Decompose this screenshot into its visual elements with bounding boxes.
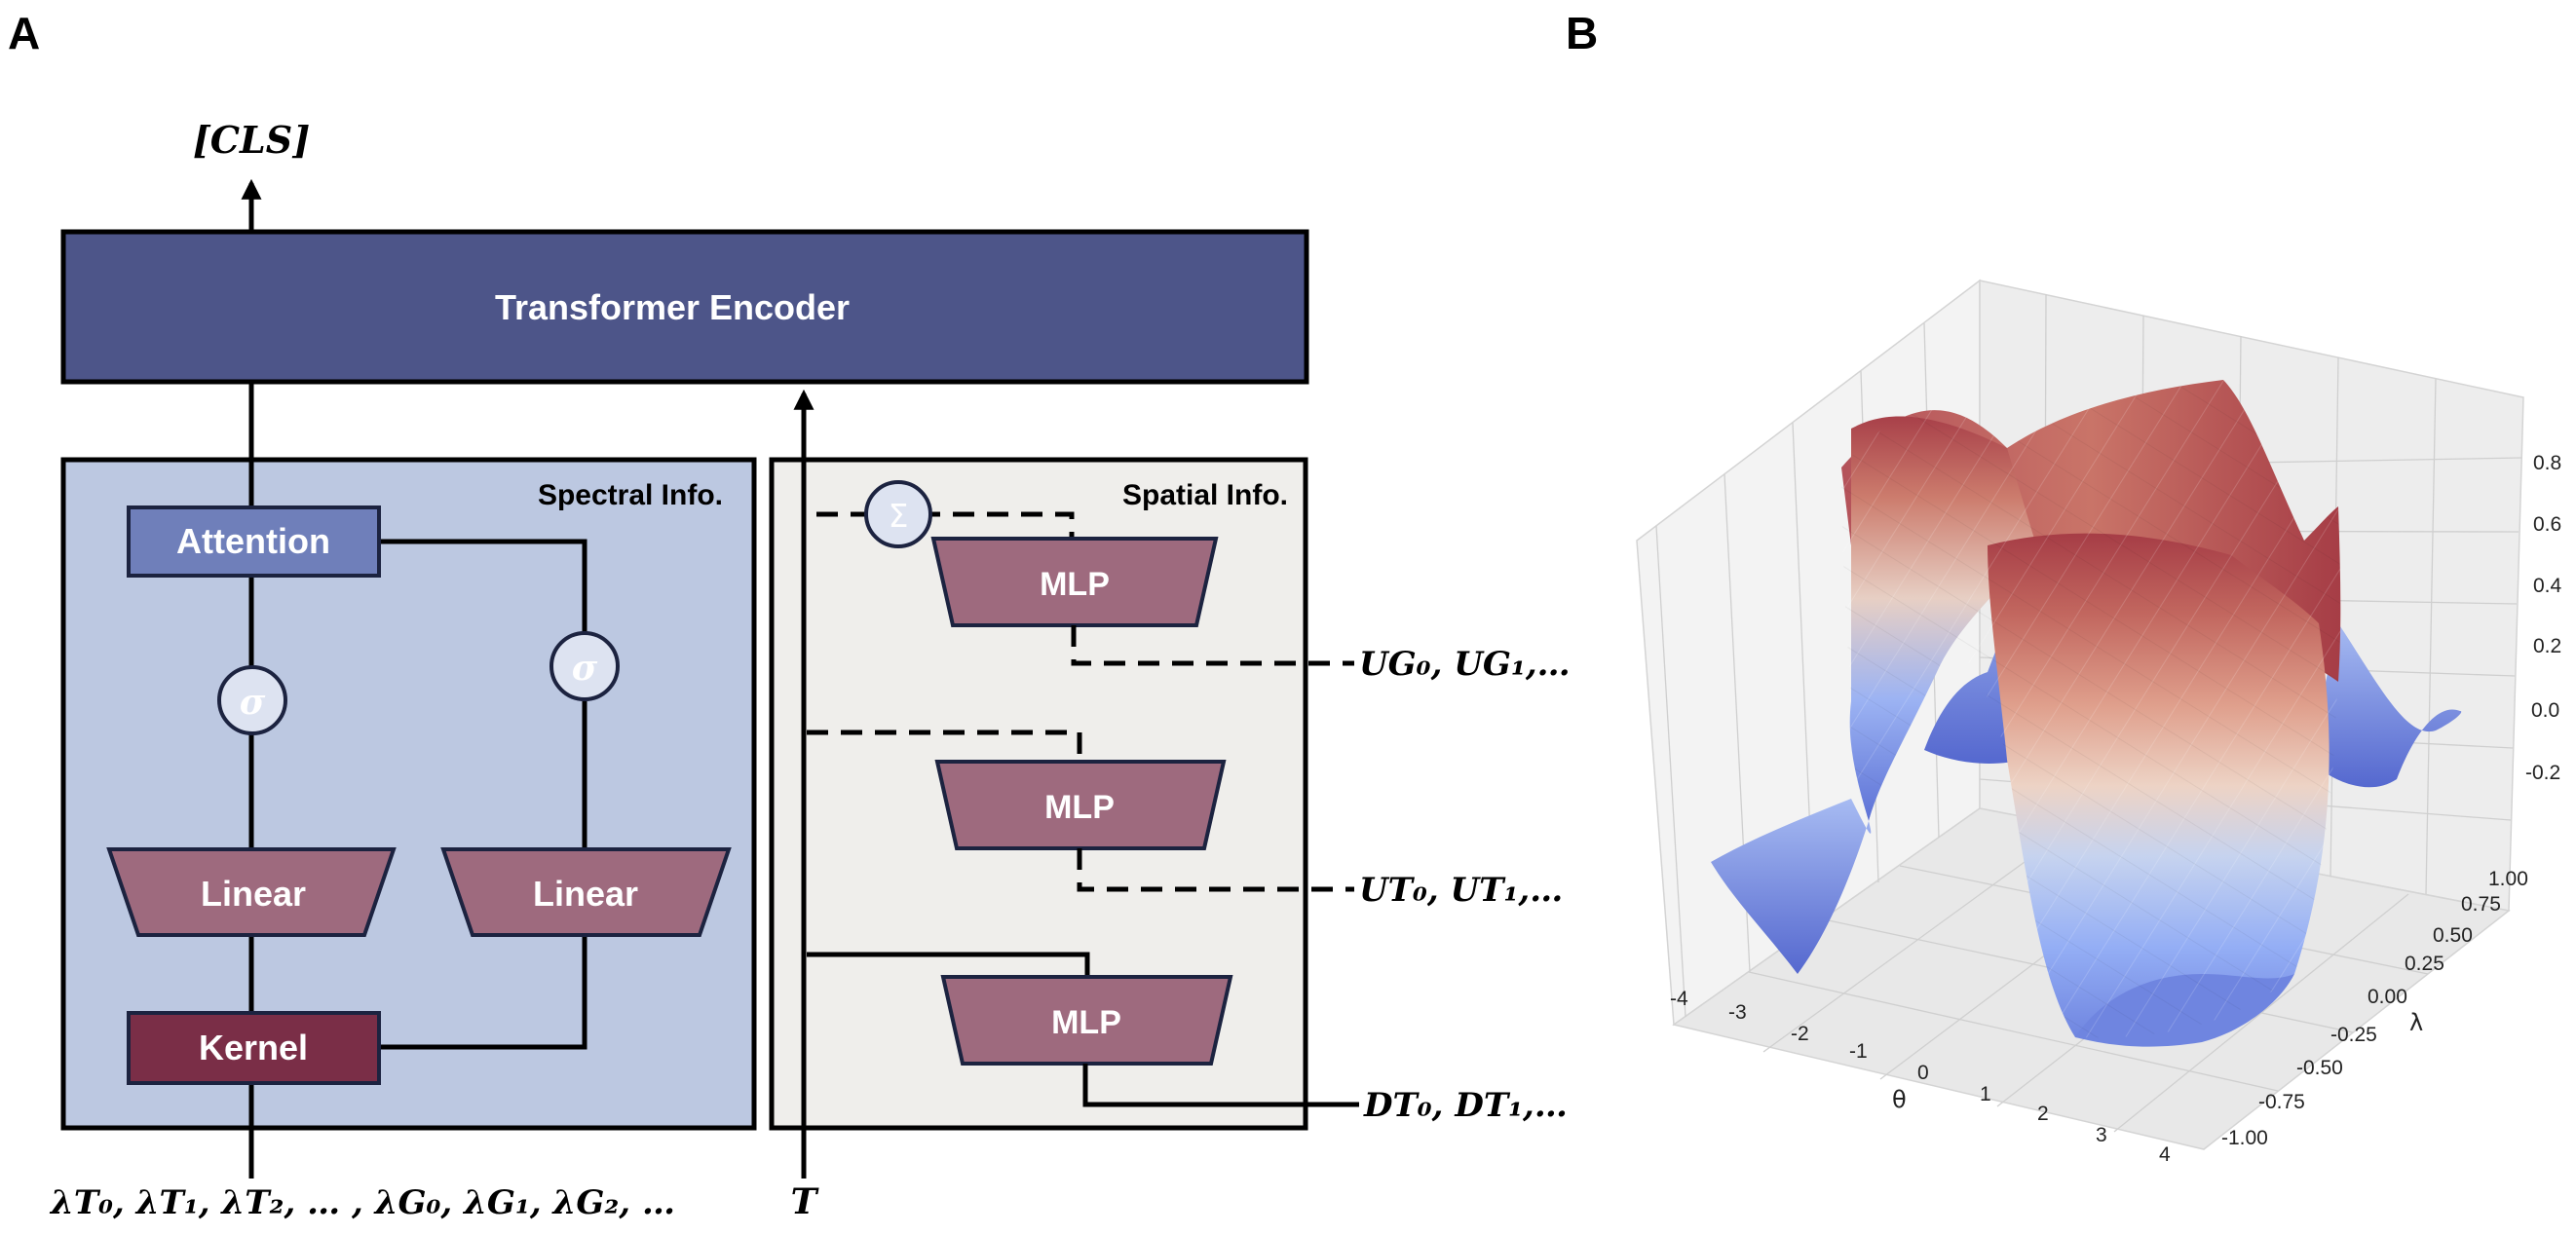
mlp3-input-line xyxy=(807,952,1090,977)
mlp-label-3: MLP xyxy=(1051,1004,1121,1041)
eigenvalue-input-label: λT₀, λT₁, λT₂, … , λG₀, λG₁, λG₂, … xyxy=(49,1183,675,1222)
cls-token-label: [CLS] xyxy=(193,118,310,162)
mlp-block-2 xyxy=(934,760,1227,850)
theta-tick: -4 xyxy=(1670,988,1688,1010)
spectral-info-title: Spectral Info. xyxy=(538,479,723,511)
lambda-tick: -0.75 xyxy=(2258,1091,2305,1113)
z-tick: 0.0 xyxy=(2531,699,2559,722)
panel-a: A [CLS] Transformer Encoder Spectral Inf… xyxy=(8,8,1571,1222)
z-tick: 0.6 xyxy=(2533,513,2561,536)
lambda-axis-ticks: 1.00 0.75 0.50 0.25 0.00 -0.25 -0.50 -0.… xyxy=(2221,868,2528,1149)
attention-label: Attention xyxy=(176,521,330,561)
linear-block-right xyxy=(440,847,732,937)
kernel-label: Kernel xyxy=(199,1028,308,1067)
theta-tick: 2 xyxy=(2037,1103,2049,1125)
surface-plot xyxy=(1711,380,2462,1047)
theta-axis-ticks: -4 -3 -2 -1 0 1 2 3 4 θ xyxy=(1670,988,2171,1166)
theta-tick: 1 xyxy=(1980,1083,1991,1105)
lambda-axis-label: λ xyxy=(2409,1009,2423,1036)
z-axis-ticks: 0.8 0.6 0.4 0.2 0.0 -0.2 xyxy=(2525,452,2562,784)
panel-a-letter: A xyxy=(8,8,40,58)
lambda-tick: -0.25 xyxy=(2330,1024,2377,1046)
lambda-tick: 1.00 xyxy=(2488,868,2528,890)
theta-axis-label: θ xyxy=(1892,1086,1907,1113)
t-input-label: T xyxy=(791,1181,819,1222)
surface-facet-overlay xyxy=(1841,380,2341,1038)
theta-tick: -2 xyxy=(1791,1023,1809,1045)
mlp-block-3 xyxy=(940,975,1233,1066)
lambda-tick: -1.00 xyxy=(2221,1127,2268,1149)
ut-output-label: UT₀, UT₁,… xyxy=(1359,871,1563,910)
sigma-node-right xyxy=(549,631,620,701)
z-tick: -0.2 xyxy=(2525,762,2560,784)
dt-output-line xyxy=(1082,1064,1359,1107)
sigma-node-left xyxy=(217,665,287,735)
panel-b: B xyxy=(1566,8,2562,1166)
spatial-info-title: Spatial Info. xyxy=(1122,479,1288,511)
surface-back-right-wing xyxy=(2309,623,2462,788)
mlp-label-1: MLP xyxy=(1040,566,1110,603)
theta-tick: 3 xyxy=(2096,1124,2107,1146)
transformer-encoder-label: Transformer Encoder xyxy=(495,287,850,327)
lambda-tick: 0.25 xyxy=(2405,953,2444,975)
transformer-encoder-box xyxy=(60,229,1309,385)
lambda-tick: 0.75 xyxy=(2461,893,2501,916)
surface-front-left-wing xyxy=(1711,799,1872,974)
sum-node xyxy=(864,480,932,548)
z-tick: 0.8 xyxy=(2533,452,2561,474)
z-tick: 0.2 xyxy=(2533,635,2561,657)
sum-symbol: Σ xyxy=(889,497,909,535)
kernel-gate-line xyxy=(379,701,587,1050)
lambda-tick: 0.00 xyxy=(2368,986,2407,1008)
ut-dashed-line xyxy=(1077,848,1354,892)
sigma-symbol-left: σ xyxy=(240,682,266,723)
ug-output-label: UG₀, UG₁,… xyxy=(1359,645,1571,684)
sigma-symbol-right: σ xyxy=(572,648,598,689)
kernel-box xyxy=(127,1011,381,1085)
mlp-block-1 xyxy=(930,537,1219,627)
theta-tick: 4 xyxy=(2159,1143,2171,1166)
dt-output-label: DT₀, DT₁,… xyxy=(1363,1086,1568,1125)
z-tick: 0.4 xyxy=(2533,575,2562,597)
theta-tick: -3 xyxy=(1728,1001,1747,1024)
attention-box xyxy=(127,505,381,578)
lambda-tick: -0.50 xyxy=(2296,1057,2343,1079)
ug-dashed-line xyxy=(1071,625,1354,666)
linear-label-left: Linear xyxy=(201,874,306,914)
theta-tick: -1 xyxy=(1849,1040,1868,1063)
mlp2-input-dashed xyxy=(807,730,1082,762)
linear-label-right: Linear xyxy=(533,874,638,914)
linear-block-left xyxy=(106,847,397,937)
theta-tick: 0 xyxy=(1917,1062,1929,1084)
panel-b-letter: B xyxy=(1566,8,1598,58)
mlp-label-2: MLP xyxy=(1044,789,1115,826)
attention-gate-line xyxy=(379,539,587,633)
lambda-tick: 0.50 xyxy=(2433,924,2473,947)
